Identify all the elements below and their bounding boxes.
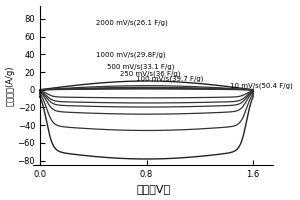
X-axis label: 电压（V）: 电压（V） bbox=[136, 184, 170, 194]
Text: 500 mV/s(33.1 F/g): 500 mV/s(33.1 F/g) bbox=[106, 63, 174, 70]
Text: 100 mV/s(39.7 F/g): 100 mV/s(39.7 F/g) bbox=[136, 76, 203, 82]
Text: 2000 mV/s(26.1 F/g): 2000 mV/s(26.1 F/g) bbox=[96, 19, 168, 26]
Text: 1000 mV/s(29.8F/g): 1000 mV/s(29.8F/g) bbox=[96, 52, 166, 58]
Y-axis label: 电流密度(A/g): 电流密度(A/g) bbox=[6, 65, 15, 106]
Text: 10 mV/s(50.4 F/g): 10 mV/s(50.4 F/g) bbox=[230, 82, 293, 89]
Text: 250 mV/s(36 F/g): 250 mV/s(36 F/g) bbox=[120, 71, 180, 77]
